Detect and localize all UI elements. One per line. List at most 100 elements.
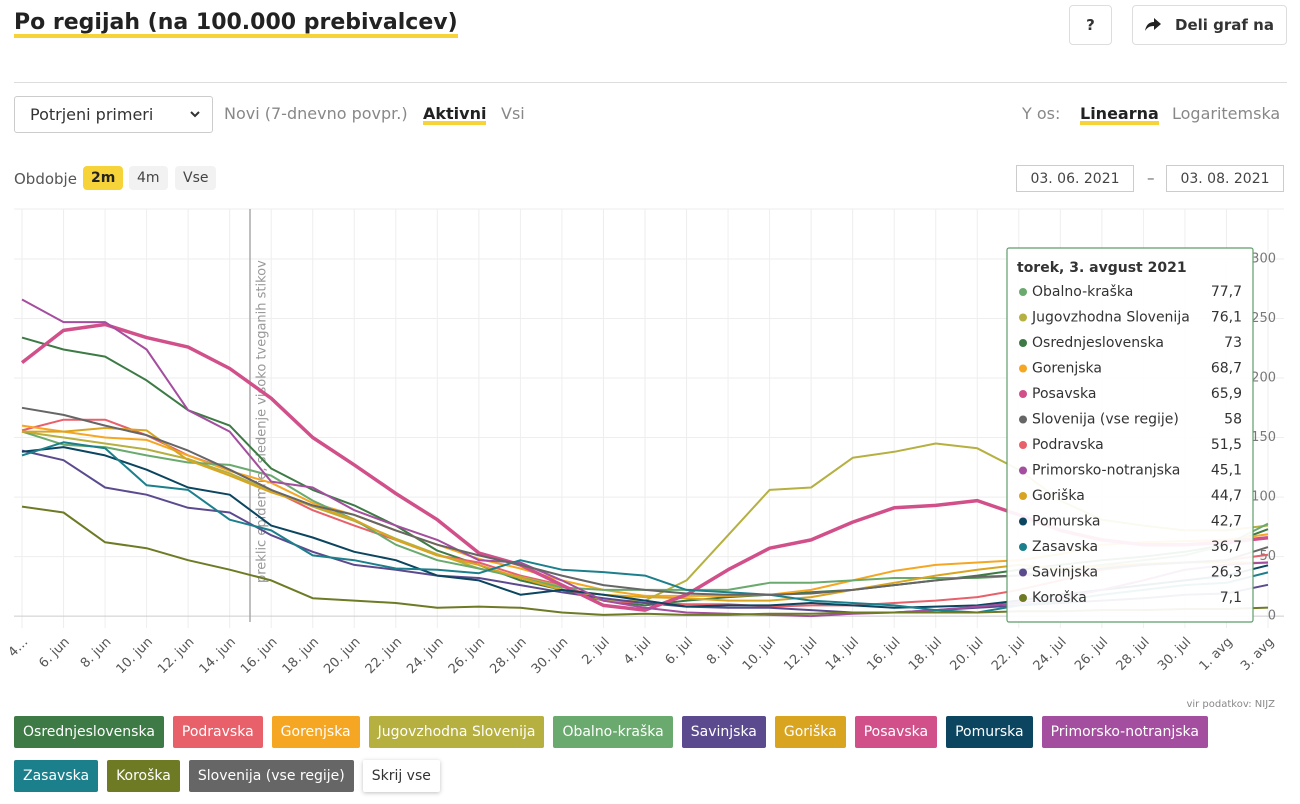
legend-entry[interactable]: Goriška bbox=[774, 716, 846, 748]
x-tick-label: 14. jul bbox=[823, 635, 862, 674]
legend-entry[interactable]: Jugovzhodna Slovenija bbox=[368, 716, 545, 748]
chart: 4… 6. jun 8. jun 10. jun 12. jun 14. jun 16. j… bbox=[6, 208, 1284, 677]
tooltip-dot bbox=[1019, 568, 1027, 577]
tooltip-name: Goriška bbox=[1032, 488, 1085, 504]
tab[interactable]: Novi (7-dnevno povpr.) bbox=[224, 104, 408, 123]
legend-entry[interactable]: Zasavska bbox=[14, 760, 99, 792]
chevron bbox=[190, 111, 200, 118]
period-option[interactable]: Vse bbox=[175, 166, 217, 190]
tooltip-value: 51,5 bbox=[1211, 437, 1242, 453]
x-tick-label: 28. jun bbox=[487, 635, 529, 677]
x-tick-label: 26. jul bbox=[1072, 635, 1111, 674]
legend-entry[interactable]: Primorsko-notranjska bbox=[1041, 716, 1208, 748]
share-icon bbox=[1145, 18, 1162, 31]
tooltip-value: 7,1 bbox=[1220, 590, 1242, 606]
legend-entry[interactable]: Pomurska bbox=[946, 716, 1033, 748]
x-tick-label: 24. jun bbox=[404, 635, 446, 677]
x-tick-label: 18. jul bbox=[906, 635, 945, 674]
y-axis-label: Y os: bbox=[1022, 104, 1061, 123]
tooltip-name: Primorsko-notranjska bbox=[1032, 463, 1180, 479]
x-tick-label: 4. jul bbox=[621, 635, 654, 668]
legend-entry[interactable]: Koroška bbox=[107, 760, 180, 792]
y-tick-label: 250 bbox=[1251, 311, 1276, 326]
x-tick-label: 20. jun bbox=[321, 635, 363, 677]
tooltip-name: Slovenija (vse regije) bbox=[1032, 412, 1179, 428]
y-tick-label: 0 bbox=[1268, 609, 1276, 624]
y-tick-label: 50 bbox=[1259, 549, 1276, 564]
x-tick-label: 8. jul bbox=[704, 635, 737, 668]
date-from[interactable]: 03. 06. 2021 bbox=[1016, 165, 1134, 192]
tooltip-dot bbox=[1019, 543, 1027, 551]
tooltip: torek, 3. avgust 2021 Obalno-kraška 77,7 Ju… bbox=[1006, 247, 1254, 623]
x-tick-label: 2. jul bbox=[580, 635, 613, 668]
tooltip-value: 73 bbox=[1224, 335, 1242, 351]
tooltip-value: 44,7 bbox=[1211, 488, 1242, 504]
y-tick-label: 150 bbox=[1251, 430, 1276, 445]
period-option[interactable]: 4m bbox=[129, 166, 168, 190]
tooltip-dot bbox=[1019, 390, 1027, 398]
tooltip-name: Savinjska bbox=[1032, 565, 1098, 581]
legend-entry[interactable]: Gorenjska bbox=[271, 716, 360, 748]
date-to[interactable]: 03. 08. 2021 bbox=[1166, 165, 1284, 192]
period-option[interactable]: 2m bbox=[83, 166, 124, 190]
tooltip-value: 58 bbox=[1224, 412, 1242, 428]
x-tick-label: 8. jun bbox=[78, 635, 115, 672]
x-tick-label: 24. jul bbox=[1031, 635, 1070, 674]
tooltip-name: Posavska bbox=[1032, 386, 1096, 402]
tooltip-value: 77,7 bbox=[1211, 284, 1242, 300]
tooltip-name: Koroška bbox=[1032, 590, 1087, 606]
tooltip-dot bbox=[1019, 288, 1027, 296]
y-tick-label: 300 bbox=[1251, 251, 1276, 266]
legend-entry[interactable]: Posavska bbox=[854, 716, 938, 748]
tooltip-dot bbox=[1019, 441, 1027, 449]
tooltip-dot bbox=[1019, 492, 1027, 500]
tooltip-dot bbox=[1019, 313, 1027, 322]
legend: Osrednjeslovenska Podravska Gorenjska Jugov… bbox=[14, 716, 1289, 792]
x-tick-label: 30. jul bbox=[1155, 635, 1194, 674]
tooltip-name: Osrednjeslovenska bbox=[1032, 335, 1164, 351]
x-tick-label: 16. jun bbox=[238, 635, 280, 677]
tab[interactable]: Vsi bbox=[501, 104, 525, 123]
legend-entry[interactable]: Slovenija (vse regije) bbox=[188, 760, 354, 792]
help-button[interactable]: ? bbox=[1069, 5, 1112, 45]
x-tick-label: 18. jun bbox=[280, 635, 322, 677]
scale-option[interactable]: Logaritemska bbox=[1172, 104, 1281, 123]
divider bbox=[14, 82, 1287, 83]
tooltip-value: 65,9 bbox=[1211, 386, 1242, 402]
tooltip-name: Gorenjska bbox=[1032, 361, 1102, 377]
hide-all-button[interactable]: Skrij vse bbox=[362, 760, 440, 792]
tooltip-value: 36,7 bbox=[1211, 539, 1242, 555]
y-tick-label: 200 bbox=[1251, 371, 1276, 386]
tooltip-value: 76,1 bbox=[1211, 310, 1242, 326]
period-label: Obdobje bbox=[14, 170, 77, 188]
tooltip-name: Pomurska bbox=[1032, 514, 1101, 530]
tooltip-value: 45,1 bbox=[1211, 463, 1242, 479]
tab[interactable]: Aktivni bbox=[423, 104, 487, 123]
date-separator: – bbox=[1147, 169, 1155, 187]
scale-option[interactable]: Linearna bbox=[1080, 104, 1159, 123]
x-tick-label: 10. jul bbox=[740, 635, 779, 674]
x-tick-label: 20. jul bbox=[947, 635, 986, 674]
select-value: Potrjeni primeri bbox=[30, 105, 154, 124]
x-tick-label: 28. jul bbox=[1114, 635, 1153, 674]
tooltip-name: Jugovzhodna Slovenija bbox=[1031, 310, 1190, 326]
annotation: preklic epidemije, sledenje visoko tvega… bbox=[255, 260, 270, 583]
tooltip-value: 26,3 bbox=[1211, 565, 1242, 581]
share-button[interactable]: Deli graf na bbox=[1132, 5, 1287, 45]
tooltip-box bbox=[1006, 247, 1254, 623]
legend-entry[interactable]: Obalno-kraška bbox=[553, 716, 673, 748]
x-tick-label: 1. avg bbox=[1197, 635, 1236, 674]
x-tick-label: 16. jul bbox=[864, 635, 903, 674]
x-tick-label: 3. avg bbox=[1238, 635, 1277, 674]
x-tick-label: 10. jun bbox=[114, 635, 156, 677]
legend-entry[interactable]: Podravska bbox=[172, 716, 263, 748]
measure-select[interactable]: Potrjeni primeri bbox=[14, 96, 213, 133]
source: vir podatkov: NIJZ bbox=[1186, 699, 1275, 710]
tooltip-name: Podravska bbox=[1032, 437, 1104, 453]
legend-entry[interactable]: Savinjska bbox=[681, 716, 766, 748]
x-tick-label: 22. jul bbox=[989, 635, 1028, 674]
legend-entry[interactable]: Osrednjeslovenska bbox=[14, 716, 164, 748]
page-title: Po regijah (na 100.000 prebivalcev) bbox=[14, 8, 458, 38]
tooltip-value: 68,7 bbox=[1211, 361, 1242, 377]
